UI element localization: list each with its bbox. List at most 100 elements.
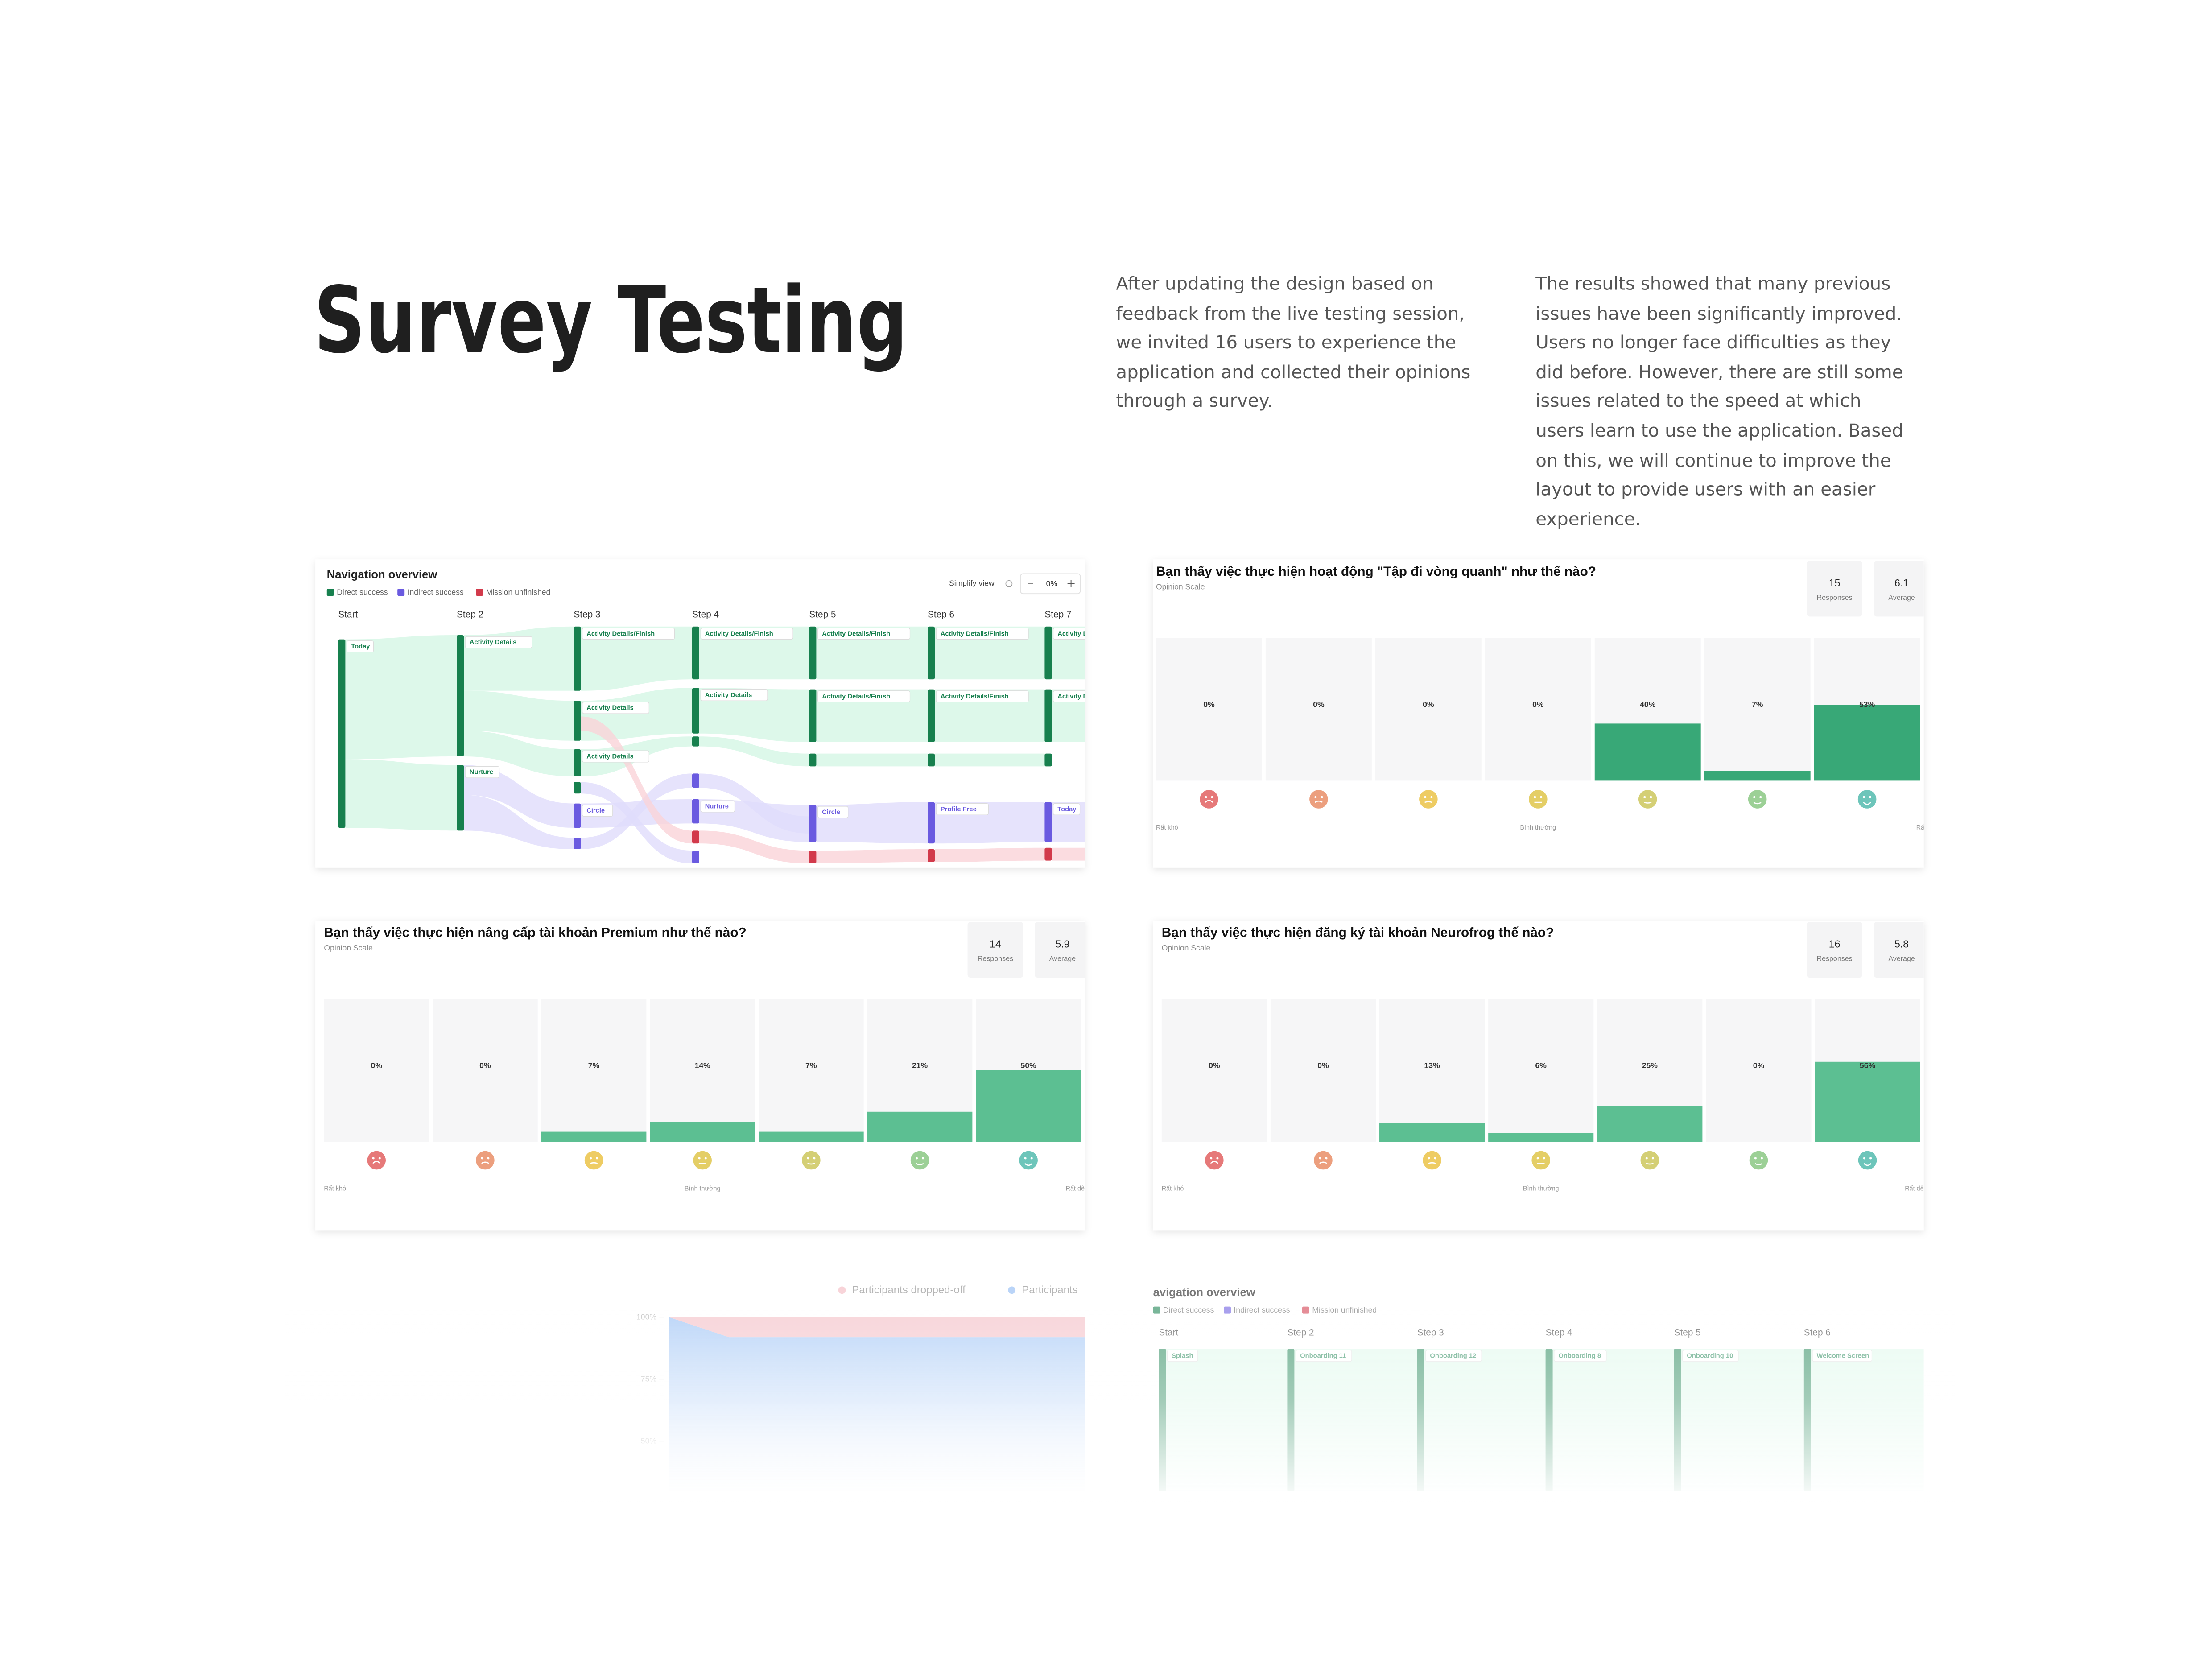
- value-label: 25%: [1642, 1061, 1658, 1070]
- column-background: [1161, 999, 1267, 1142]
- node-bar: [574, 749, 581, 776]
- question-title: Bạn thấy việc thực hiện nâng cấp tài kho…: [324, 925, 746, 940]
- simplify-view-label: Simplify view: [949, 578, 995, 587]
- face-eye: [1430, 796, 1433, 798]
- stat-box: [1874, 922, 1924, 978]
- rating-face: [1205, 1151, 1224, 1170]
- question-subtitle: Opinion Scale: [324, 943, 373, 952]
- bar: [650, 1122, 755, 1142]
- bar: [1597, 1106, 1703, 1142]
- face-eye: [698, 1157, 701, 1160]
- value-label: 0%: [1203, 700, 1215, 709]
- node-bar: [809, 753, 817, 767]
- node-label: Today: [351, 643, 370, 650]
- scale-label-right: Rất dễ: [1916, 824, 1935, 831]
- value-label: 7%: [1752, 700, 1763, 709]
- step-label: Start: [338, 610, 358, 620]
- flow-band: [816, 689, 928, 742]
- legend-label: Mission unfinished: [486, 588, 551, 597]
- node-label-box: [700, 800, 735, 813]
- legend-label: Indirect success: [408, 588, 464, 597]
- flow-band: [699, 688, 809, 742]
- stat-box: [1807, 922, 1862, 978]
- face-eye: [1754, 1157, 1757, 1160]
- face-eye: [704, 1157, 707, 1160]
- stat-label: Responses: [1817, 955, 1853, 963]
- node-label-box: [700, 689, 768, 701]
- face-mouth: [481, 1161, 489, 1164]
- bar: [1704, 771, 1811, 781]
- face-mouth: [372, 1161, 381, 1164]
- value-label: 7%: [588, 1061, 600, 1070]
- node-bar: [574, 782, 581, 794]
- scale-label-right: Rất dễ: [1066, 1185, 1085, 1192]
- node-label-box: [700, 628, 793, 640]
- value-label: 53%: [1859, 700, 1875, 709]
- node-bar: [928, 689, 935, 742]
- face-eye: [487, 1157, 490, 1160]
- node-label-box: [817, 690, 911, 703]
- face-eye: [1643, 796, 1646, 798]
- column-background: [324, 999, 429, 1142]
- face-mouth: [1314, 800, 1323, 803]
- value-label: 0%: [1313, 700, 1325, 709]
- step-label: Step 2: [457, 610, 483, 620]
- fade-overlay: [285, 1274, 1955, 1503]
- node-bar: [692, 830, 699, 844]
- node-label: Activity Details/Finish: [822, 693, 890, 700]
- flow-band: [464, 626, 574, 691]
- node-label-box: [1052, 803, 1081, 815]
- face-mouth: [1863, 1163, 1872, 1166]
- flow-band: [935, 847, 1045, 862]
- node-bar: [574, 803, 581, 828]
- node-label: Activity Details/Finish: [705, 630, 773, 637]
- node-bar: [338, 639, 346, 828]
- node-label: Profile Free: [941, 806, 977, 813]
- face-eye: [1024, 1157, 1027, 1160]
- face-eye: [1319, 1157, 1321, 1160]
- face-eye: [596, 1157, 598, 1160]
- face-eye: [1753, 796, 1756, 798]
- flow-band: [581, 782, 692, 863]
- face-eye: [1314, 796, 1317, 798]
- stat-label: Average: [1049, 955, 1076, 963]
- face-mouth: [1319, 1161, 1328, 1164]
- face-mouth: [1210, 1161, 1219, 1164]
- rating-face: [1857, 790, 1877, 809]
- question-subtitle: Opinion Scale: [1156, 582, 1205, 591]
- node-bar: [692, 688, 699, 734]
- column-background: [1265, 638, 1372, 781]
- node-bar: [574, 701, 581, 741]
- value-label: 0%: [371, 1061, 383, 1070]
- node-label: Today: [1057, 806, 1077, 813]
- flow-band: [464, 690, 574, 741]
- flow-band: [699, 626, 809, 680]
- rating-face: [1019, 1151, 1038, 1170]
- node-bar: [457, 765, 464, 831]
- flow-band: [699, 773, 809, 834]
- node-bar: [809, 626, 817, 680]
- flow-band: [816, 849, 928, 863]
- node-label: Circle: [822, 809, 840, 816]
- card-content: Bạn thấy việc thực hiện nâng cấp tài kho…: [324, 922, 1085, 1192]
- node-bar: [692, 851, 699, 863]
- face-eye: [807, 1157, 809, 1160]
- value-label: 0%: [1532, 700, 1544, 709]
- flow-band: [345, 635, 457, 760]
- rating-face: [476, 1151, 495, 1170]
- face-eye: [1534, 796, 1536, 798]
- legend-swatch: [397, 589, 405, 596]
- legend-label: Direct success: [337, 588, 388, 597]
- face-eye: [813, 1157, 816, 1160]
- value-label: 21%: [912, 1061, 928, 1070]
- node-bar: [692, 736, 699, 747]
- face-eye: [1760, 1157, 1763, 1160]
- face-eye: [1759, 796, 1762, 798]
- node-bar: [928, 849, 935, 862]
- face-eye: [1030, 1157, 1033, 1160]
- face-eye: [1869, 796, 1872, 798]
- node-label-box: [1052, 628, 1085, 640]
- flow-band: [464, 795, 574, 849]
